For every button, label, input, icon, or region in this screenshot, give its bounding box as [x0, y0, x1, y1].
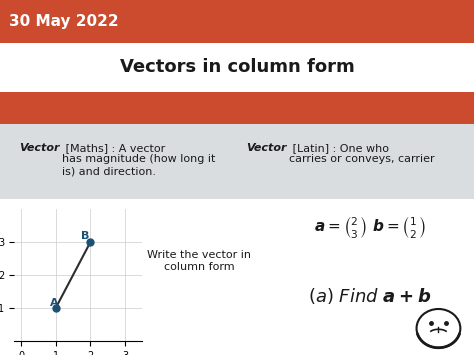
- Text: A: A: [49, 298, 58, 308]
- Text: Vectors in column form: Vectors in column form: [119, 59, 355, 76]
- Text: $\boldsymbol{a}=\binom{2}{3}\ \boldsymbol{b}=\binom{1}{2}$: $\boldsymbol{a}=\binom{2}{3}\ \boldsymbo…: [314, 214, 426, 240]
- Text: $(a)\ \mathit{Find}\ \boldsymbol{a+b}$: $(a)\ \mathit{Find}\ \boldsymbol{a+b}$: [308, 286, 431, 306]
- Text: [Maths] : A vector
has magnitude (how long it
is) and direction.: [Maths] : A vector has magnitude (how lo…: [62, 143, 215, 176]
- Text: Vector: Vector: [246, 143, 287, 153]
- Text: 30 May 2022: 30 May 2022: [9, 14, 119, 29]
- Text: [Latin] : One who
carries or conveys, carrier: [Latin] : One who carries or conveys, ca…: [289, 143, 435, 164]
- Text: B: B: [81, 231, 89, 241]
- Text: Write the vector in
column form: Write the vector in column form: [147, 251, 251, 272]
- Text: Vector: Vector: [19, 143, 59, 153]
